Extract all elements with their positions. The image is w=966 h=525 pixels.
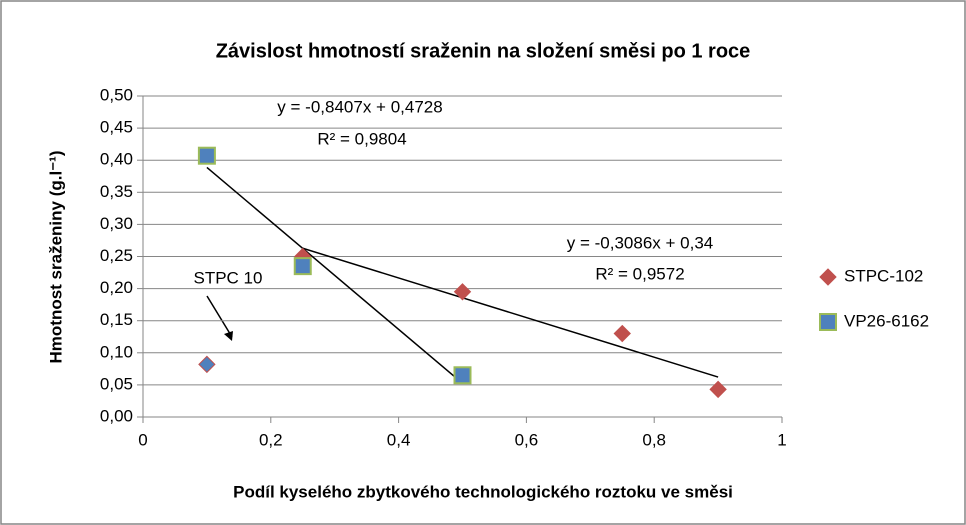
y-tick-label: 0,00	[100, 406, 133, 425]
x-tick-label: 0,4	[387, 430, 411, 449]
y-tick-label: 0,10	[100, 342, 133, 361]
x-axis-title: Podíl kyselého zbytkového technologickéh…	[233, 482, 733, 501]
y-tick-label: 0,05	[100, 374, 133, 393]
legend-label: VP26-6162	[844, 311, 929, 330]
point	[197, 146, 216, 165]
trendline-equation: y = -0,3086x + 0,34	[567, 233, 714, 252]
legend-marker	[819, 268, 837, 286]
x-tick-label: 0	[138, 430, 147, 449]
point	[453, 283, 472, 301]
trendline-equation: y = -0,8407x + 0,4728	[277, 97, 442, 116]
y-tick-label: 0,40	[100, 150, 133, 169]
trendline	[302, 247, 719, 378]
point	[453, 366, 472, 385]
y-tick-label: 0,50	[100, 85, 133, 104]
y-axis-title: Hmotnost sraženiny (g.l⁻¹)	[46, 151, 65, 364]
x-tick-label: 0,8	[642, 430, 666, 449]
y-tick-label: 0,35	[100, 182, 133, 201]
trendline-r2: R² = 0,9804	[317, 129, 406, 148]
annotation-label: STPC 10	[194, 268, 263, 287]
y-tick-label: 0,20	[100, 278, 133, 297]
point	[293, 257, 312, 276]
x-tick-label: 0,6	[515, 430, 539, 449]
trendline	[206, 166, 463, 384]
trendline-r2: R² = 0,9572	[595, 264, 684, 283]
annotation-arrowhead	[224, 331, 233, 341]
x-tick-label: 1	[777, 430, 786, 449]
y-tick-label: 0,25	[100, 246, 133, 265]
y-tick-label: 0,45	[100, 118, 133, 137]
y-tick-label: 0,30	[100, 214, 133, 233]
point	[613, 324, 631, 343]
legend-marker	[819, 313, 837, 331]
annotated-point	[198, 355, 216, 374]
legend-label: STPC-102	[844, 266, 923, 285]
chart-title: Závislost hmotností sraženin na složení …	[216, 40, 751, 62]
point	[709, 380, 727, 399]
y-tick-label: 0,15	[100, 310, 133, 329]
annotation-arrow	[206, 295, 233, 338]
x-tick-label: 0,2	[259, 430, 283, 449]
